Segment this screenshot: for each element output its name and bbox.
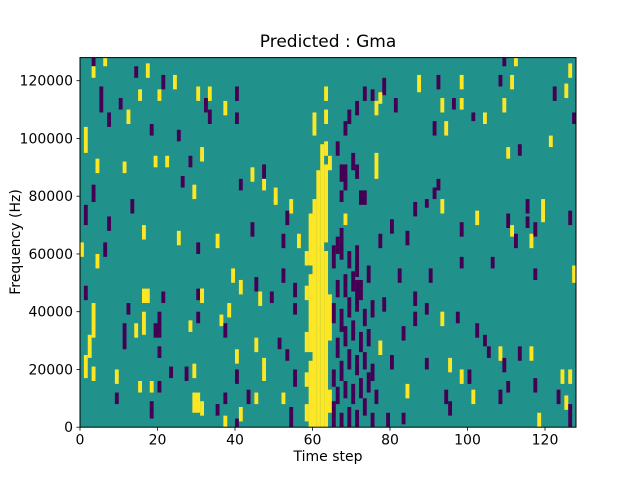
x-axis-ticks: 0 20 40 60 80 100 120 bbox=[76, 427, 559, 449]
x-axis-label: Time step bbox=[293, 449, 363, 465]
svg-text:40000: 40000 bbox=[28, 305, 73, 321]
svg-text:60000: 60000 bbox=[28, 247, 73, 263]
chart-title: Predicted : Gma bbox=[260, 32, 397, 52]
svg-text:0: 0 bbox=[76, 433, 85, 449]
svg-text:0: 0 bbox=[64, 420, 73, 436]
svg-text:60: 60 bbox=[304, 433, 322, 449]
svg-text:100000: 100000 bbox=[20, 131, 73, 147]
axes-spines bbox=[79, 57, 577, 428]
svg-text:120000: 120000 bbox=[20, 74, 73, 90]
svg-text:20000: 20000 bbox=[28, 362, 73, 378]
svg-text:40: 40 bbox=[226, 433, 244, 449]
y-axis-label: Frequency (Hz) bbox=[8, 189, 24, 295]
svg-text:20: 20 bbox=[149, 433, 167, 449]
y-axis-ticks: 0 20000 40000 60000 80000 100000 120000 bbox=[20, 74, 80, 436]
heatmap-cells bbox=[80, 57, 577, 428]
svg-text:80: 80 bbox=[381, 433, 399, 449]
svg-text:80000: 80000 bbox=[28, 189, 73, 205]
svg-text:120: 120 bbox=[532, 433, 559, 449]
svg-text:100: 100 bbox=[454, 433, 481, 449]
